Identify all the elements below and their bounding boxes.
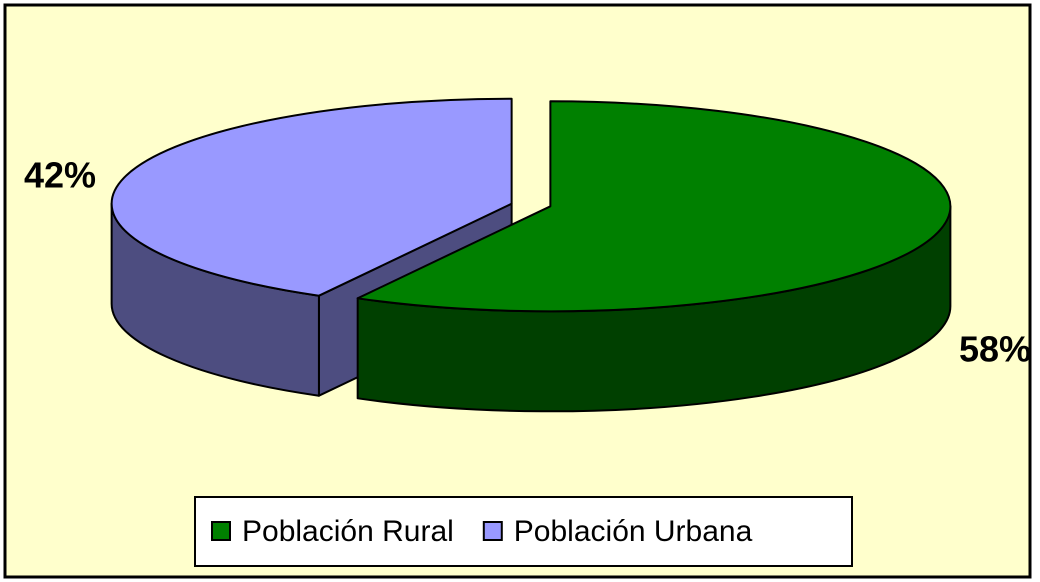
data-label: 42% — [24, 155, 96, 196]
pie-slice — [110, 97, 513, 297]
legend-label: Población Urbana — [514, 515, 753, 548]
legend-swatch — [211, 521, 231, 541]
data-label: 58% — [959, 329, 1031, 370]
pie-slice — [356, 100, 952, 313]
legend-swatch — [482, 521, 503, 541]
legend-box — [194, 496, 853, 567]
legend-label: Población Rural — [242, 515, 454, 548]
